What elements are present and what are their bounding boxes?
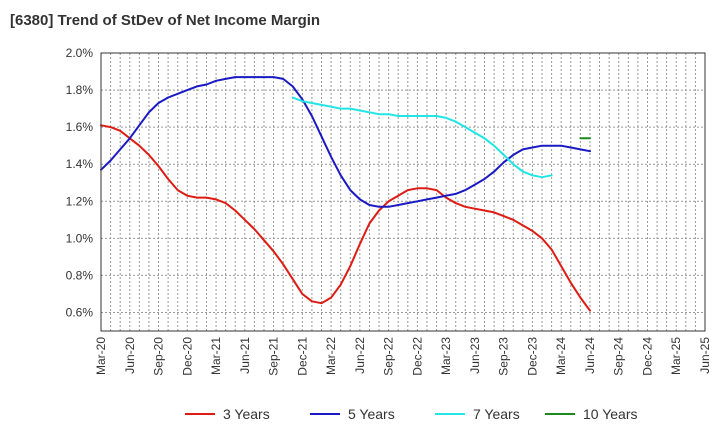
x-tick-label: Dec-21: [295, 337, 309, 376]
x-tick-label: Sep-20: [152, 337, 166, 376]
y-tick-label: 1.4%: [66, 157, 94, 171]
x-tick-label: Jun-20: [123, 337, 137, 374]
y-tick-label: 0.8%: [66, 268, 94, 282]
series-line-1: [100, 124, 591, 312]
legend-label: 7 Years: [473, 406, 520, 422]
series-line-3: [291, 96, 553, 179]
x-tick-label: Sep-23: [497, 337, 511, 376]
x-tick-label: Jun-24: [583, 337, 597, 374]
y-tick-label: 2.0%: [66, 46, 94, 60]
x-tick-label: Jun-22: [353, 337, 367, 374]
plot-border: [100, 52, 706, 332]
x-tick-label: Mar-23: [439, 337, 453, 375]
legend-label: 10 Years: [583, 406, 638, 422]
x-tick-label: Sep-21: [267, 337, 281, 376]
series-layer: [100, 76, 591, 312]
chart-title: [6380] Trend of StDev of Net Income Marg…: [10, 12, 321, 29]
y-tick-label: 1.0%: [66, 231, 94, 245]
legend: 3 Years 5 Years 7 Years 10 Years: [185, 406, 638, 422]
x-tick-label: Sep-22: [382, 337, 396, 376]
x-tick-label: Dec-20: [180, 337, 194, 376]
x-tick-label: Dec-23: [525, 337, 539, 376]
x-tick-label: Mar-20: [94, 337, 108, 375]
x-tick-label: Mar-22: [324, 337, 338, 375]
legend-label: 5 Years: [348, 406, 395, 422]
x-tick-label: Jun-23: [468, 337, 482, 374]
x-tick-label: Dec-24: [640, 337, 654, 376]
x-tick-label: Jun-21: [238, 337, 252, 374]
x-tick-label: Sep-24: [612, 337, 626, 376]
x-tick-label: Dec-22: [410, 337, 424, 376]
y-tick-label: 0.6%: [66, 305, 94, 319]
x-tick-label: Mar-24: [554, 337, 568, 375]
x-tick-label: Mar-25: [669, 337, 683, 375]
x-axis: Mar-20 Jun-20 Sep-20 Dec-20 Mar-21 Jun-21 Sep-…: [94, 337, 712, 376]
x-tick-label: Mar-21: [209, 337, 223, 375]
y-tick-label: 1.2%: [66, 194, 94, 208]
x-tick-label: Jun-25: [698, 337, 712, 374]
y-axis: 0.6% 0.8% 1.0% 1.2% 1.4% 1.6% 1.8% 2.0%: [66, 46, 94, 319]
legend-label: 3 Years: [223, 406, 270, 422]
y-tick-label: 1.6%: [66, 120, 94, 134]
y-tick-label: 1.8%: [66, 83, 94, 97]
